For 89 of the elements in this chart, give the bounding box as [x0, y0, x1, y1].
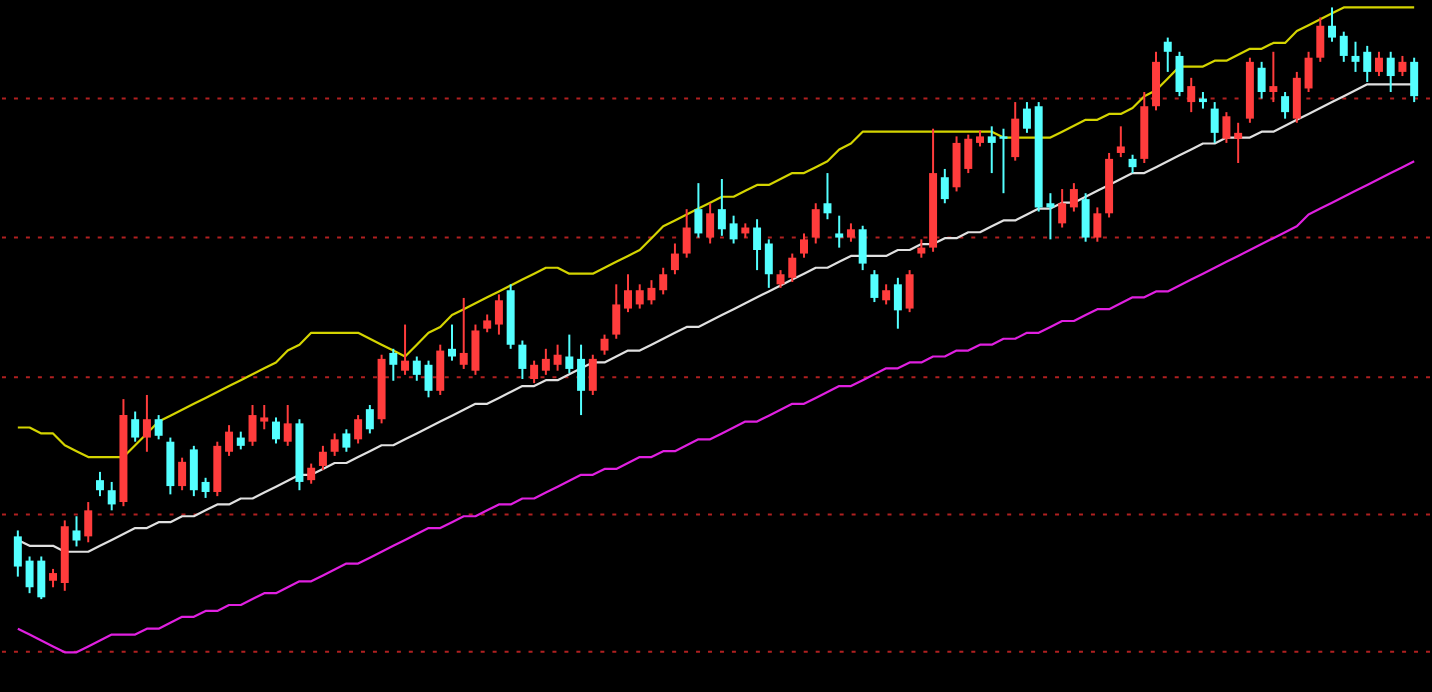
candlestick [1316, 16, 1325, 63]
candlestick [189, 444, 198, 498]
candlestick [1374, 50, 1383, 78]
candlestick [84, 501, 93, 544]
candlestick [107, 480, 116, 512]
candlestick [1081, 192, 1090, 243]
candlestick [154, 414, 163, 441]
candlestick [201, 476, 210, 499]
candlestick [1281, 91, 1290, 120]
candlestick [389, 347, 398, 382]
candlestick [178, 456, 187, 492]
candlestick [365, 404, 374, 435]
candlestick [1234, 121, 1243, 165]
candlestick [412, 355, 421, 382]
candlestick [905, 269, 914, 314]
candlestick [882, 283, 891, 306]
candlestick [612, 283, 621, 340]
candlestick [1410, 56, 1419, 104]
candlestick [717, 178, 726, 237]
candlestick [1398, 54, 1407, 78]
candlestick [1187, 76, 1196, 114]
candlestick [1257, 60, 1266, 100]
candlestick [1069, 182, 1078, 213]
candlestick [13, 529, 22, 578]
candlestick [940, 167, 949, 205]
candlestick [225, 424, 234, 457]
candlestick [1339, 30, 1348, 63]
candlestick [600, 333, 609, 356]
candlestick [588, 353, 597, 396]
candlestick [518, 339, 527, 380]
candlestick [917, 238, 926, 259]
candlestick [577, 343, 586, 417]
candlestick [330, 432, 339, 457]
candlestick [753, 218, 762, 272]
candlestick [354, 414, 363, 445]
candlestick [1175, 50, 1184, 98]
candlestick [1058, 188, 1067, 229]
candlestick [870, 269, 879, 304]
candlestick [1304, 50, 1313, 94]
candlestick [283, 404, 292, 447]
candlestick [553, 343, 562, 372]
candlestick [401, 323, 410, 376]
candlestick [142, 393, 151, 453]
candlestick [823, 172, 832, 221]
candlestick [670, 242, 679, 276]
candlestick [1022, 101, 1031, 134]
candlestick [307, 462, 316, 485]
candlestick [318, 444, 327, 472]
candlestick [846, 222, 855, 243]
candlestick [1163, 36, 1172, 73]
candlestick [811, 202, 820, 245]
candlestick [530, 359, 539, 385]
candlestick [131, 410, 140, 443]
candlestick [764, 238, 773, 289]
candlestick [1222, 111, 1231, 144]
candlestick [271, 416, 280, 445]
candlestick [565, 333, 574, 375]
candlestick [800, 232, 808, 259]
candlestick [342, 428, 351, 453]
candlestick [1011, 101, 1020, 162]
candlestick [893, 276, 902, 330]
candlestick [166, 436, 175, 496]
candlestick [835, 214, 844, 249]
candlestick [95, 470, 104, 498]
candlestick [1328, 6, 1337, 43]
candlestick [694, 182, 703, 239]
candlestick [1386, 50, 1395, 94]
candlestick [1128, 153, 1137, 175]
candlestick [659, 266, 668, 296]
candlestick [1116, 125, 1125, 159]
candlestick [624, 273, 632, 314]
candlestick [858, 224, 867, 272]
candlestick [1363, 44, 1372, 83]
candlestick [729, 214, 738, 245]
candlestick [1152, 50, 1161, 112]
candlestick [706, 202, 715, 245]
candlestick [49, 567, 58, 589]
candlestick [424, 359, 433, 399]
candlestick [541, 347, 550, 376]
candlestick [1093, 206, 1102, 243]
candlestick [1269, 50, 1278, 104]
candlestick [682, 208, 691, 259]
candlestick [448, 323, 456, 362]
candlestick [72, 515, 81, 548]
candlestick [1292, 70, 1301, 124]
candlestick [213, 440, 222, 498]
candlestick [1210, 101, 1219, 144]
candlestick [494, 293, 503, 336]
candlestick [436, 343, 445, 396]
